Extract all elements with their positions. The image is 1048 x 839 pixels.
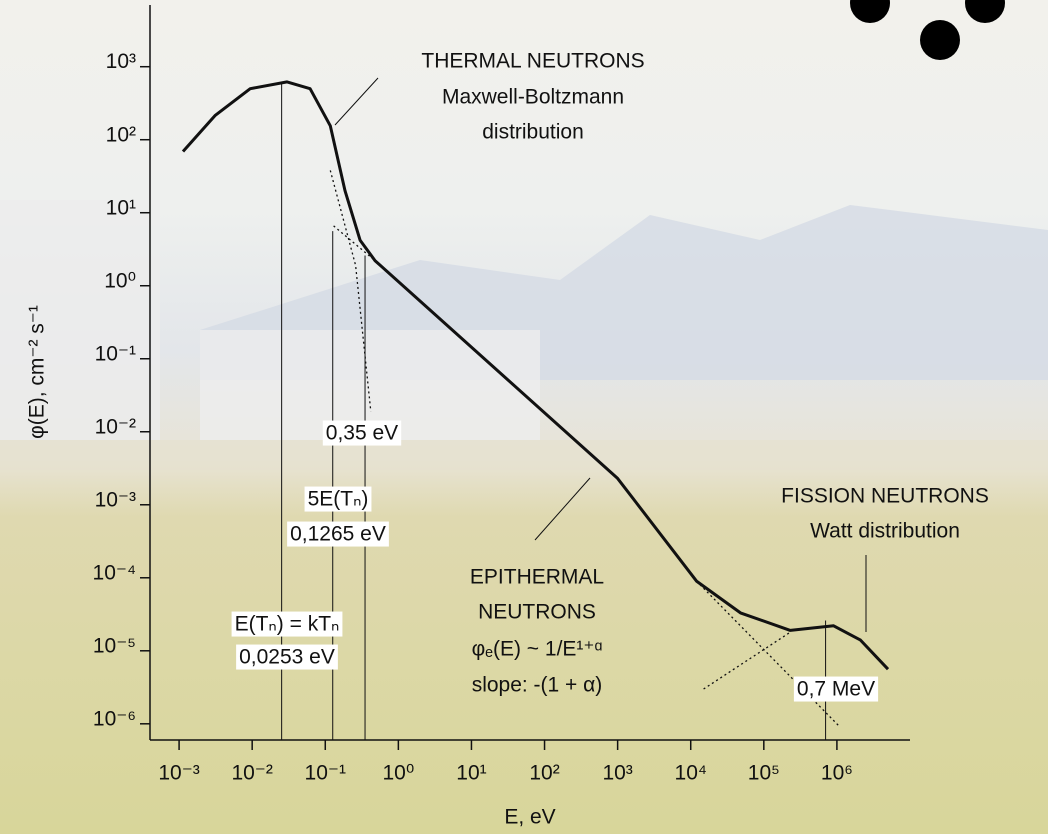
y-tick-label: 10⁻² (95, 415, 136, 438)
x-tick-label: 10² (529, 762, 559, 785)
annotation: EPITHERMAL (470, 566, 604, 589)
x-tick-label: 10⁻¹ (305, 762, 346, 785)
fence (0, 440, 1048, 470)
marker-label: 0,0253 eV (239, 646, 335, 669)
marker-label-box (793, 676, 879, 702)
annotation-box (304, 486, 372, 512)
guide-line (696, 580, 840, 727)
dot (965, 0, 1005, 23)
dot (920, 20, 960, 60)
x-tick-label: 10⁶ (821, 762, 853, 785)
dot (850, 0, 890, 23)
leader-line (534, 477, 591, 541)
annotation: distribution (482, 121, 584, 144)
x-tick-label: 10⁰ (382, 762, 414, 785)
leader-line (334, 77, 379, 126)
marker-label: 0,35 eV (326, 422, 398, 445)
annotation: φₑ(E) ~ 1/E¹⁺ᵅ (472, 638, 603, 661)
annotation: Maxwell-Boltzmann (442, 86, 624, 109)
marker-label: 0,7 MeV (797, 678, 875, 701)
y-tick-label: 10³ (106, 50, 136, 73)
guide-line (703, 631, 791, 690)
x-tick-label: 10³ (602, 762, 632, 785)
annotation: FISSION NEUTRONS (781, 485, 989, 508)
marker-label: 0,1265 eV (290, 523, 386, 546)
y-tick-label: 10⁻⁴ (93, 561, 136, 584)
y-axis-title: φ(E), cm⁻² s⁻¹ (26, 305, 49, 439)
annotation: 5E(Tₙ) (308, 488, 369, 511)
x-tick-label: 10¹ (456, 762, 486, 785)
annotation: NEUTRONS (478, 601, 596, 624)
guide-line (333, 225, 376, 262)
building (0, 200, 160, 440)
marker-label-box (287, 521, 389, 547)
marker-label-box (322, 420, 402, 446)
x-tick-label: 10⁻³ (158, 762, 199, 785)
y-tick-label: 10⁻¹ (95, 342, 136, 365)
marker-label-box (236, 644, 338, 670)
annotation: THERMAL NEUTRONS (421, 50, 644, 73)
annotation-box (231, 611, 343, 637)
x-tick-label: 10⁻² (231, 762, 272, 785)
x-tick-label: 10⁴ (675, 762, 707, 785)
y-tick-label: 10⁻³ (95, 488, 136, 511)
annotation: Watt distribution (810, 520, 960, 543)
curve (181, 80, 890, 671)
y-tick-label: 10⁻⁶ (93, 707, 136, 730)
y-tick-label: 10⁻⁵ (93, 634, 136, 657)
x-axis-title: E, eV (504, 806, 555, 829)
y-tick-label: 10¹ (106, 196, 136, 219)
y-tick-label: 10² (106, 123, 136, 146)
y-tick-label: 10⁰ (104, 269, 136, 292)
guide-line (329, 170, 372, 412)
annotation: slope: -(1 + α) (472, 674, 603, 697)
x-tick-label: 10⁵ (748, 762, 780, 785)
annotation: E(Tₙ) = kTₙ (235, 613, 340, 636)
